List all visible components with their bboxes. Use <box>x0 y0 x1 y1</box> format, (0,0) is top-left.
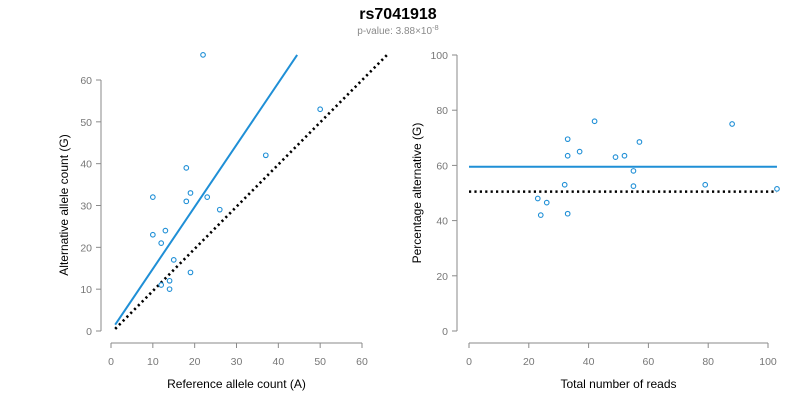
right-x-tick-label: 20 <box>523 356 535 368</box>
right-data-point <box>621 152 628 159</box>
left-data-point <box>216 206 223 213</box>
left-data-point <box>158 240 165 246</box>
p-value-text: p-value: 3.88×10 <box>357 26 432 37</box>
chart-title: rs7041918 <box>359 6 437 23</box>
left-x-tick-label: 50 <box>314 356 326 368</box>
left-fit-line <box>114 54 298 326</box>
left-y-tick-label: 10 <box>80 284 92 296</box>
right-x-axis-label: Total number of reads <box>560 377 676 391</box>
left-data-point <box>317 106 324 113</box>
right-data-point <box>534 195 541 202</box>
right-data-point <box>537 212 544 218</box>
left-data-point <box>149 194 156 200</box>
left-x-tick-label: 20 <box>189 356 201 368</box>
right-data-point <box>564 152 571 159</box>
right-data-point <box>630 183 637 189</box>
left-x-axis-label: Reference allele count (A) <box>167 377 306 391</box>
left-x-tick-label: 0 <box>108 356 114 368</box>
left-data-point <box>166 286 173 293</box>
left-y-tick-label: 30 <box>80 201 92 213</box>
right-data-point <box>612 154 619 160</box>
right-data-point <box>561 181 568 188</box>
right-data-point <box>576 148 583 155</box>
left-x-tick-label: 60 <box>356 356 368 368</box>
right-data-point <box>591 118 598 125</box>
right-x-tick-label: 60 <box>643 356 655 368</box>
left-x-tick-label: 30 <box>231 356 243 368</box>
percentage-alternative-scatter-panel: 0 20 40 60 80 100 0 20 40 60 80 100 Total number of … <box>410 50 780 391</box>
right-x-tick-label: 100 <box>759 356 777 368</box>
left-data-point <box>162 227 169 234</box>
right-y-tick-label: 20 <box>436 271 448 283</box>
right-data-point <box>774 186 780 192</box>
right-data-point <box>729 121 735 127</box>
left-data-point <box>183 198 190 205</box>
p-value-exponent: -8 <box>432 23 439 32</box>
left-data-point <box>187 190 194 196</box>
right-y-tick-label: 60 <box>436 160 448 172</box>
right-y-axis-label: Percentage alternative (G) <box>410 123 424 264</box>
right-data-point <box>543 199 550 206</box>
left-data-point <box>183 165 190 171</box>
right-y-tick-label: 80 <box>436 105 448 117</box>
right-y-tick-label: 0 <box>442 326 448 338</box>
left-y-axis-label: Alternative allele count (G) <box>57 134 71 275</box>
left-x-tick-label: 40 <box>272 356 284 368</box>
right-y-tick-label: 40 <box>436 216 448 228</box>
right-data-point <box>564 136 571 143</box>
right-data-point <box>630 168 637 174</box>
left-data-point <box>166 277 173 284</box>
right-y-tick-label: 100 <box>430 50 448 62</box>
left-y-tick-label: 50 <box>80 117 92 129</box>
right-data-point <box>564 210 571 217</box>
left-data-point <box>158 282 165 288</box>
left-y-tick-label: 20 <box>80 242 92 254</box>
left-y-tick-label: 40 <box>80 159 92 171</box>
left-expected-ratio-line <box>114 53 389 330</box>
left-data-point <box>170 257 177 263</box>
right-x-tick-label: 80 <box>702 356 714 368</box>
p-value-subtitle: p-value: 3.88×10-8 <box>357 23 438 37</box>
left-data-point <box>149 231 156 238</box>
left-y-tick-label: 60 <box>80 75 92 87</box>
allele-count-scatter-panel: 0 10 20 30 40 50 60 0 10 20 30 40 50 60 Reference alle… <box>57 52 389 391</box>
left-data-point <box>187 269 194 276</box>
right-x-tick-label: 40 <box>583 356 595 368</box>
left-data-point <box>262 152 269 159</box>
left-data-point <box>200 52 206 58</box>
right-x-tick-label: 0 <box>466 356 472 368</box>
left-y-tick-label: 0 <box>86 326 92 338</box>
right-data-point <box>636 139 643 145</box>
right-data-point <box>702 181 709 188</box>
left-data-point <box>204 194 211 200</box>
left-x-tick-label: 10 <box>147 356 159 368</box>
